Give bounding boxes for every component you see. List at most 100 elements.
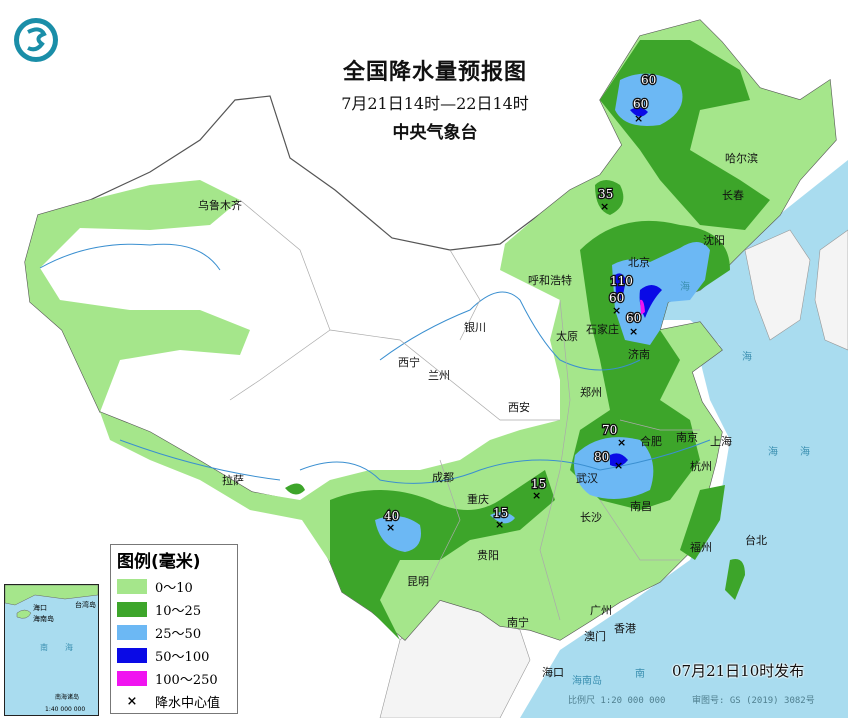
legend-item: × 降水中心值 [117,690,231,713]
city-label: 北京 [628,255,650,269]
svg-text:15: 15 [493,506,508,520]
legend-label: 25～50 [155,627,202,642]
rain-centers: 60 60× 35× 110 60× 60× 70× 80× 15× 15× 4… [383,72,658,534]
city-label: 哈尔滨 [725,151,758,165]
rain-center-marker: 15× [530,476,548,502]
legend-item: 10～25 [117,598,231,621]
city-label: 昆明 [407,575,429,588]
legend-label: 50～100 [155,650,210,665]
sea-labels: 海 海 海 海 南 海南岛 [572,280,810,687]
city-label: 拉萨 [222,473,244,487]
inset-label: 台湾岛 [75,600,96,609]
city-label: 西安 [508,400,530,414]
map-title-block: 全国降水量预报图 7月21日14时—22日14时 中央气象台 [300,54,570,143]
svg-text:80: 80 [594,450,609,464]
svg-text:35: 35 [598,187,613,201]
korea-peninsula [744,229,811,341]
legend-item: 25～50 [117,621,231,644]
city-label: 澳门 [584,629,606,643]
map-title: 全国降水量预报图 [342,60,527,85]
cross-icon: × [532,489,541,502]
svg-text:110: 110 [610,274,633,288]
legend-item: 50～100 [117,644,231,667]
sea-label: 海 [768,445,778,458]
cross-icon: × [614,459,623,472]
legend-swatch [117,579,147,594]
cross-icon: × [612,304,621,317]
city-label: 长沙 [580,511,602,524]
rain-center-marker: 60× [608,290,626,317]
forecast-period: 7月21日14时—22日14时 [341,94,529,113]
south-china-sea-inset: 海口 海南岛 台湾岛 南 海 南海诸岛 1:40 000 000 [4,584,99,716]
legend-swatch [117,648,147,663]
japan-land [814,229,848,351]
inset-label: 海 [65,642,73,652]
city-label: 兰州 [428,369,450,382]
city-label: 福州 [690,540,712,554]
rain-center-marker: 70× [601,422,626,449]
cross-icon: × [600,200,609,213]
svg-text:60: 60 [626,311,641,325]
city-label: 合肥 [640,434,662,448]
rain-center-marker: 60× [625,310,643,338]
inset-scale: 1:40 000 000 [45,706,85,713]
city-label: 乌鲁木齐 [198,198,242,212]
rain-center-marker: 60 [640,72,658,89]
city-label: 石家庄 [586,322,619,336]
cross-icon: × [126,694,138,709]
city-label: 郑州 [580,385,602,399]
sea-label: 南 [635,667,645,680]
legend-swatch [117,671,147,686]
map-scale: 比例尺 1:20 000 000 [568,696,666,706]
sea-label: 海 [800,445,810,458]
city-label: 成都 [432,471,454,484]
inset-label: 南海诸岛 [55,693,79,701]
rain-center-marker: 110 [609,273,634,290]
city-label: 杭州 [690,459,712,473]
rain-zone-100-250 [640,299,645,315]
rivers [39,243,711,484]
cma-logo [14,18,58,62]
cross-icon: × [495,518,504,531]
city-label: 南昌 [630,500,652,513]
rain-zone-50-100 [610,107,662,467]
inset-label: 海南岛 [33,614,54,623]
city-label: 武汉 [576,472,598,485]
svg-text:60: 60 [633,97,648,111]
legend-swatch [117,625,147,640]
svg-text:40: 40 [384,509,399,523]
city-label: 西宁 [398,355,420,369]
svg-text:15: 15 [531,477,546,491]
city-label: 海口 [542,665,564,679]
legend-swatch [117,602,147,617]
svg-text:60: 60 [641,73,656,87]
rain-center-marker: 15× [492,505,510,531]
city-label: 沈阳 [703,233,725,247]
legend-item: 0～10 [117,575,231,598]
legend-item: 100～250 [117,667,231,690]
sea-label: 海 [742,350,752,363]
inset-map: 海口 海南岛 台湾岛 南 海 南海诸岛 1:40 000 000 [5,585,98,713]
city-labels: 乌鲁木齐 哈尔滨 长春 沈阳 呼和浩特 北京 石家庄 太原 济南 银川 西宁 兰… [198,151,767,679]
issuer: 中央气象台 [392,123,478,143]
cross-icon: × [386,521,395,534]
province-borders [229,199,700,621]
cross-icon: × [629,325,638,338]
city-label: 长春 [722,189,744,202]
legend: 图例(毫米) 0～10 10～25 25～50 50～100 100～250 ×… [110,544,238,714]
city-label: 南京 [676,430,698,444]
city-label: 太原 [556,330,578,343]
city-label: 南宁 [507,615,529,629]
legend-label: 100～250 [155,673,218,688]
city-label: 上海 [710,434,732,448]
city-label: 重庆 [467,492,489,506]
inset-label: 南 [40,642,48,652]
svg-text:60: 60 [609,291,624,305]
legend-label: 10～25 [155,604,202,619]
rain-center-marker: 40× [383,508,401,534]
city-label: 贵阳 [477,549,499,562]
rain-center-marker: 35× [597,186,615,213]
city-label: 呼和浩特 [528,273,572,287]
